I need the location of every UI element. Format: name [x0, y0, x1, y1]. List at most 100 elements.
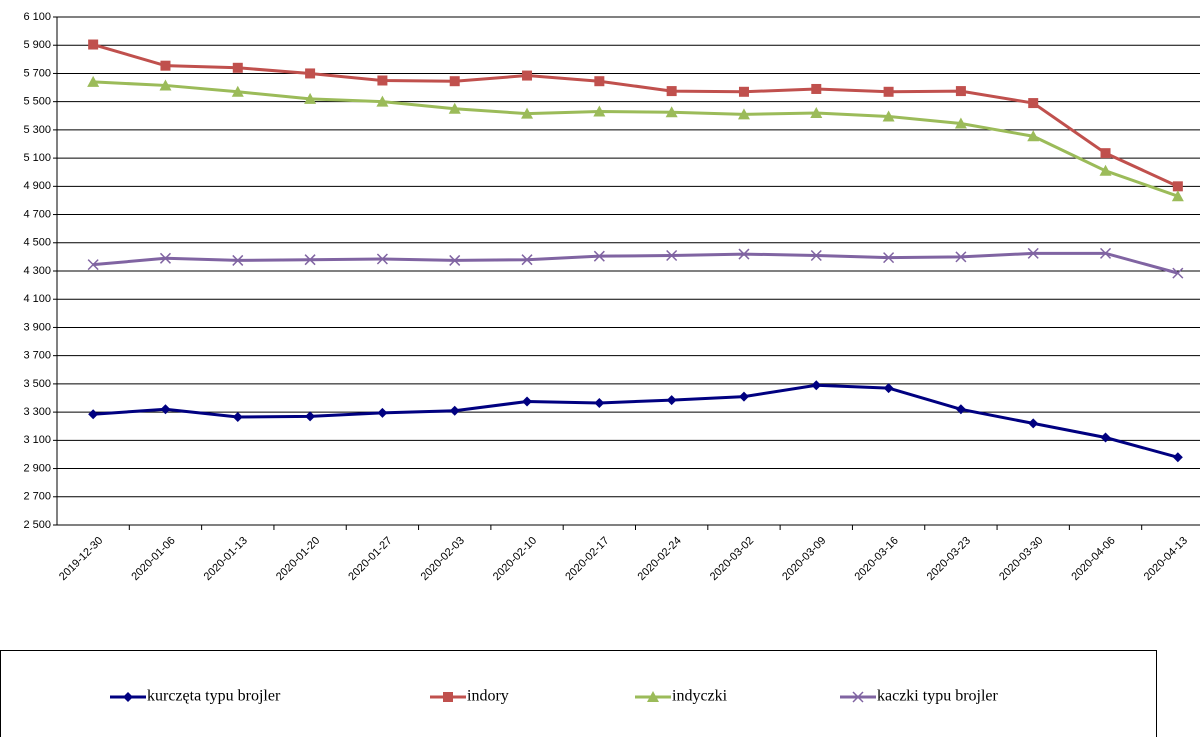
y-tick-label: 2 700	[23, 491, 51, 503]
marker	[231, 85, 244, 97]
marker	[1172, 181, 1183, 192]
marker	[738, 86, 749, 97]
marker	[521, 254, 533, 266]
marker	[1171, 190, 1184, 202]
marker	[1172, 267, 1184, 279]
marker	[88, 39, 99, 50]
marker	[593, 105, 606, 117]
y-tick-label: 3 500	[23, 378, 51, 390]
marker	[449, 76, 460, 87]
y-tick-label: 5 900	[23, 39, 51, 51]
marker	[160, 404, 171, 415]
marker	[522, 396, 533, 407]
legend-box	[0, 650, 1157, 737]
marker	[443, 692, 453, 702]
x-tick-label: 2020-01-13	[202, 535, 250, 583]
y-tick-label: 5 100	[23, 152, 51, 164]
x-tick-label: 2020-02-03	[419, 535, 467, 583]
marker	[232, 412, 243, 423]
x-tick-label: 2020-02-10	[491, 535, 539, 583]
marker	[852, 691, 864, 703]
marker	[1028, 418, 1039, 429]
marker	[305, 411, 316, 422]
marker	[123, 692, 133, 702]
marker	[666, 249, 678, 262]
marker	[304, 92, 317, 104]
marker	[87, 259, 99, 271]
marker	[955, 251, 967, 263]
marker	[377, 407, 388, 418]
marker	[954, 117, 967, 129]
marker	[159, 252, 171, 264]
marker	[665, 106, 678, 118]
y-tick-label: 5 700	[23, 67, 51, 79]
legend-label: kaczki typu brojler	[877, 688, 999, 705]
marker	[1100, 432, 1111, 443]
y-tick-label: 3 900	[23, 321, 51, 333]
series-line	[93, 383, 1179, 459]
x-tick-label: 2020-03-02	[708, 535, 756, 583]
y-tick-label: 3 100	[23, 434, 51, 446]
x-tick-label: 2020-04-06	[1069, 535, 1117, 583]
marker	[883, 86, 894, 97]
x-tick-label: 2019-12-30	[57, 535, 105, 583]
legend-label: indyczki	[672, 688, 728, 705]
legend-label: indory	[467, 688, 509, 705]
y-tick-label: 5 500	[23, 96, 51, 108]
y-tick-label: 4 500	[23, 237, 51, 249]
marker	[159, 79, 172, 91]
marker	[594, 397, 605, 408]
marker	[811, 83, 822, 94]
marker	[522, 70, 533, 81]
series-line	[93, 251, 1179, 275]
y-tick-label: 4 700	[23, 208, 51, 220]
marker	[666, 86, 677, 97]
marker	[955, 86, 966, 97]
marker	[647, 691, 659, 702]
marker	[883, 252, 895, 264]
marker	[448, 102, 461, 114]
x-tick-label: 2020-01-20	[274, 535, 322, 583]
marker	[1099, 247, 1112, 259]
y-tick-label: 4 100	[23, 293, 51, 305]
marker	[377, 75, 388, 86]
y-tick-label: 2 500	[23, 519, 51, 531]
marker	[449, 254, 461, 266]
marker	[521, 107, 534, 119]
marker	[810, 106, 823, 118]
y-tick-label: 4 300	[23, 265, 51, 277]
y-tick-label: 5 300	[23, 124, 51, 136]
marker	[955, 404, 966, 415]
marker	[160, 60, 171, 71]
x-tick-label: 2020-03-30	[997, 535, 1045, 583]
series-line	[92, 43, 1179, 188]
marker	[738, 391, 749, 402]
series-line	[93, 80, 1179, 198]
marker	[737, 108, 750, 120]
x-tick-label: 2020-01-27	[346, 535, 394, 583]
x-tick-label: 2020-02-24	[636, 535, 684, 583]
marker	[738, 248, 750, 260]
y-tick-label: 2 900	[23, 462, 51, 474]
x-tick-label: 2020-01-06	[129, 535, 177, 583]
marker	[1099, 164, 1112, 176]
marker	[376, 253, 388, 265]
marker	[1028, 98, 1039, 109]
marker	[88, 409, 99, 420]
legend-label: kurczęta typu brojler	[147, 688, 281, 705]
x-tick-label: 2020-02-17	[563, 535, 611, 583]
marker	[304, 254, 316, 266]
marker	[593, 250, 605, 262]
y-tick-label: 4 900	[23, 180, 51, 192]
marker	[449, 405, 460, 416]
marker	[810, 249, 822, 262]
marker	[232, 62, 243, 73]
marker	[1027, 130, 1040, 142]
marker	[1027, 247, 1039, 259]
marker	[1100, 148, 1111, 159]
x-tick-label: 2020-03-09	[780, 535, 828, 583]
marker	[305, 68, 316, 79]
marker	[666, 395, 677, 406]
marker	[594, 76, 605, 87]
